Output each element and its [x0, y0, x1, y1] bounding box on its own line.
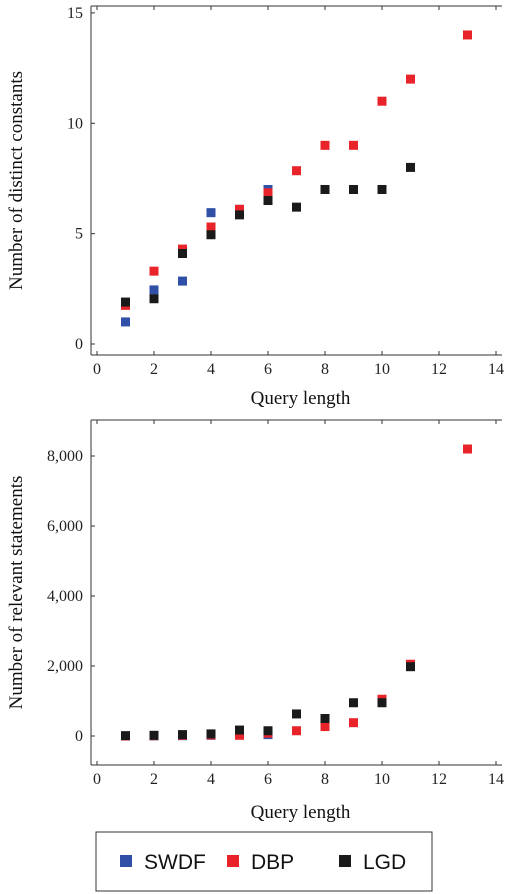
chart-top: 0 2 4 6 8 10 12 14 0 5 10 15 Query length Number of d…	[6, 5, 504, 409]
data-point-lgd	[121, 731, 130, 741]
data-point-lgd	[206, 729, 216, 739]
y-tick-label: 10	[67, 115, 83, 132]
x-tick-label: 12	[431, 771, 447, 788]
data-point-dbp	[377, 96, 387, 106]
data-point-dbp	[349, 718, 358, 728]
x-tick-label: 10	[374, 771, 390, 788]
chart-bottom: 0 2 4 6 8 10 12 14 0 2,000 4,000 6,000 8,000 Query le…	[6, 419, 504, 823]
series-lgd	[121, 162, 415, 307]
legend-label: SWDF	[144, 851, 206, 874]
data-point-dbp	[206, 222, 216, 232]
data-point-dbp	[320, 722, 330, 732]
series-lgd	[121, 662, 415, 741]
x-tick-label: 14	[488, 361, 504, 378]
legend: SWDF DBP LGD	[95, 831, 433, 892]
legend-label: DBP	[251, 851, 294, 874]
data-point-lgd	[263, 726, 273, 736]
data-point-dbp	[320, 140, 330, 150]
x-tick-label: 2	[150, 771, 158, 788]
x-tick-label: 6	[264, 771, 272, 788]
x-tick-label: 4	[207, 361, 215, 378]
legend-entry-swdf: SWDF	[120, 851, 206, 874]
data-point-dbp	[235, 204, 244, 214]
x-tick-label: 4	[207, 771, 215, 788]
y-tick-label: 0	[75, 336, 83, 353]
data-point-lgd	[349, 698, 358, 708]
data-point-lgd	[235, 210, 244, 220]
x-tick-label: 0	[93, 771, 101, 788]
legend-entry-lgd: LGD	[339, 851, 406, 874]
x-axis-title: Query length	[251, 802, 351, 823]
data-point-lgd	[235, 725, 244, 735]
data-point-lgd	[320, 184, 330, 194]
data-point-lgd	[121, 297, 130, 307]
legend-marker	[227, 855, 239, 867]
x-tick-label: 2	[150, 361, 158, 378]
y-tick-label: 4,000	[47, 588, 83, 605]
legend-marker	[339, 855, 351, 867]
data-point-lgd	[149, 730, 159, 740]
data-point-lgd	[263, 196, 273, 206]
x-tick-label: 0	[93, 361, 101, 378]
series-swdf	[121, 184, 273, 327]
data-point-dbp	[406, 74, 415, 84]
series-dbp	[121, 30, 472, 310]
data-point-lgd	[377, 698, 387, 708]
data-point-dbp	[292, 726, 301, 736]
y-tick-label: 6,000	[47, 518, 83, 535]
series-dbp	[121, 444, 472, 741]
data-point-swdf	[121, 317, 130, 327]
y-tick-label: 5	[75, 226, 83, 243]
x-tick-label: 12	[431, 361, 447, 378]
y-tick-label: 2,000	[47, 658, 83, 675]
y-tick-label: 0	[75, 728, 83, 745]
x-tick-label: 14	[488, 771, 504, 788]
x-tick-label: 8	[321, 361, 329, 378]
data-point-lgd	[292, 202, 301, 212]
data-point-lgd	[292, 709, 301, 719]
data-point-dbp	[263, 188, 273, 198]
data-point-swdf	[178, 276, 187, 286]
data-point-lgd	[349, 184, 358, 194]
legend-label: LGD	[363, 851, 406, 874]
data-point-dbp	[149, 266, 159, 276]
data-point-dbp	[292, 166, 301, 176]
data-point-lgd	[178, 248, 187, 258]
y-tick-label: 15	[67, 5, 83, 22]
legend-entry-dbp: DBP	[227, 851, 294, 874]
data-point-dbp	[463, 444, 472, 454]
x-axis-title: Query length	[251, 388, 351, 409]
data-point-lgd	[206, 230, 216, 240]
data-point-lgd	[377, 184, 387, 194]
data-point-lgd	[320, 714, 330, 723]
x-tick-label: 10	[374, 361, 390, 378]
legend-marker	[120, 855, 132, 867]
data-point-dbp	[463, 30, 472, 40]
data-point-swdf	[149, 285, 159, 295]
data-point-lgd	[406, 162, 415, 172]
series-swdf	[121, 730, 273, 741]
data-point-swdf	[206, 208, 216, 218]
data-point-lgd	[406, 662, 415, 672]
y-axis-title: Number of relevant statements	[6, 476, 27, 710]
y-axis-title: Number of distinct constants	[6, 71, 27, 290]
x-tick-label: 6	[264, 361, 272, 378]
data-point-dbp	[235, 730, 244, 740]
legend-box	[95, 831, 433, 892]
y-tick-label: 8,000	[47, 448, 83, 465]
x-tick-label: 8	[321, 771, 329, 788]
data-point-lgd	[149, 294, 159, 304]
data-point-dbp	[349, 140, 358, 150]
data-point-lgd	[178, 730, 187, 740]
